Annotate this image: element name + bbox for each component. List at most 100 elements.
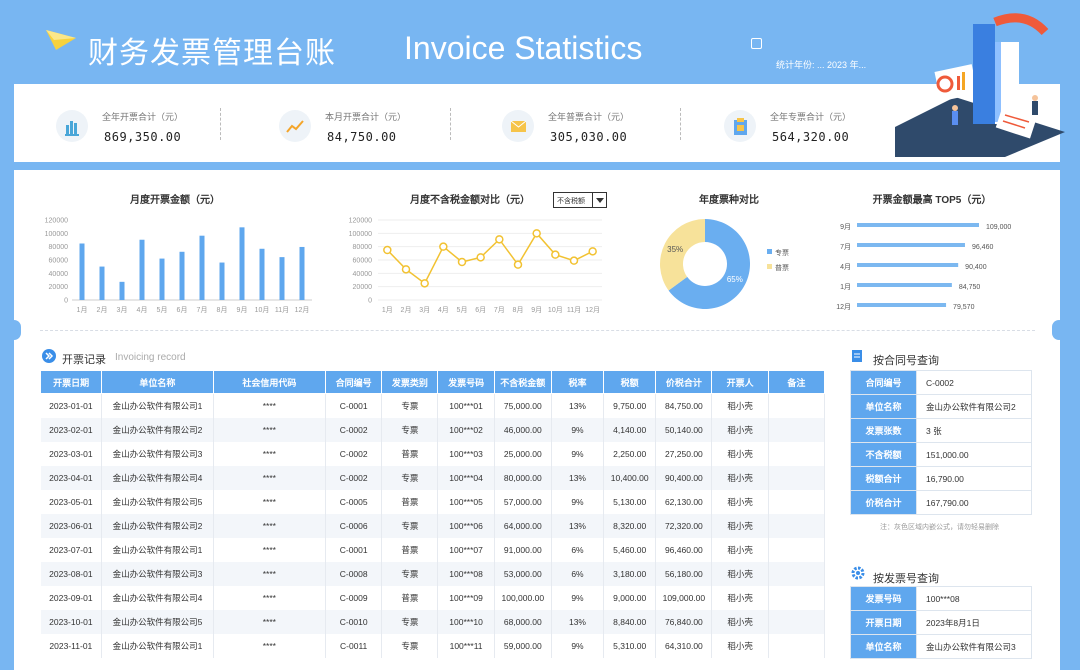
section-divider (40, 330, 1035, 331)
table-cell: 普票 (381, 585, 439, 610)
table-cell: 64,310.00 (655, 633, 713, 658)
table-cell: 100***04 (437, 465, 495, 490)
year-selector[interactable]: 统计年份: ... 2023 年... (776, 60, 867, 70)
column-header[interactable]: 合同编号 (325, 370, 383, 394)
table-cell (768, 561, 826, 586)
calendar-icon (751, 38, 762, 49)
query-row: 不含税额 151,000.00 (850, 442, 1032, 467)
table-cell: 专票 (381, 417, 439, 442)
column-header[interactable]: 发票号码 (437, 370, 495, 394)
panel-notch-left (7, 320, 21, 340)
table-cell: 91,000.00 (494, 537, 552, 562)
column-header[interactable]: 不含税金额 (493, 370, 552, 394)
x-tick-label: 7月 (494, 306, 505, 314)
query-row: 合同编号 C-0002 (850, 370, 1032, 395)
bar (857, 303, 947, 307)
table-cell: 5,130.00 (603, 489, 657, 514)
query-row: 发票号码 100***08 (850, 586, 1032, 611)
table-cell: 76,840.00 (655, 609, 713, 634)
x-tick-label: 2月 (401, 306, 412, 314)
table-cell: **** (213, 393, 327, 418)
table-cell: 100***03 (437, 441, 495, 466)
column-header[interactable]: 备注 (767, 370, 826, 394)
query-row: 开票日期 2023年8月1日 (850, 610, 1032, 635)
panel-notch-right (1052, 320, 1066, 340)
query-value[interactable]: 100***08 (916, 586, 1032, 611)
data-point (457, 257, 467, 267)
query-value: 金山办公软件有限公司3 (916, 634, 1032, 659)
page-title-cn: 财务发票管理台账 (88, 36, 336, 71)
table-cell: 专票 (381, 465, 439, 490)
column-header[interactable]: 开票人 (711, 370, 769, 394)
table-cell: 9,750.00 (603, 393, 657, 418)
stat-label: 全年开票合计（元） (102, 112, 184, 122)
document-icon (852, 350, 862, 362)
contract-query-title: 按合同号查询 (873, 355, 939, 367)
table-row[interactable]: 2023-11-01 金山办公软件有限公司1 **** C-0011 专票 100***1… (40, 633, 826, 658)
data-point (476, 253, 485, 262)
table-cell: C-0001 (325, 393, 383, 418)
stat-card: 全年普票合计（元） 305,030.00 (460, 84, 680, 162)
table-cell: 13% (551, 513, 605, 538)
table-cell: 2023-03-01 (40, 441, 103, 466)
table-cell: 62,130.00 (655, 489, 713, 514)
data-point (439, 242, 448, 251)
table-row[interactable]: 2023-06-01 金山办公软件有限公司2 **** C-0006 专票 100***0… (40, 513, 826, 538)
x-tick-label: 10月 (548, 306, 563, 314)
metric-dropdown[interactable]: 不含税额 (553, 192, 607, 208)
table-cell: 100***01 (437, 393, 495, 418)
x-tick-label: 2月 (97, 306, 108, 314)
monthly-invoice-bar-chart: 月度开票金额（元） 120000 100000 80000 60000 40000 2000… (45, 193, 312, 314)
column-header[interactable]: 社会信用代码 (212, 370, 327, 394)
table-cell: C-0010 (325, 609, 383, 634)
table-cell: 专票 (381, 561, 439, 586)
table-cell: 金山办公软件有限公司1 (101, 393, 214, 418)
table-cell: 金山办公软件有限公司5 (101, 609, 214, 634)
table-cell: 2023-01-01 (40, 393, 103, 418)
table-cell: **** (213, 417, 327, 442)
table-cell: 稻小壳 (711, 561, 769, 586)
table-cell: 金山办公软件有限公司5 (101, 489, 214, 514)
paper-plane-icon (46, 30, 76, 50)
query-key: 开票日期 (850, 610, 917, 635)
table-cell: 57,000.00 (494, 489, 552, 514)
stat-card: 本月开票合计（元） 84,750.00 (237, 84, 457, 162)
column-header[interactable]: 发票类别 (381, 370, 439, 394)
table-cell (768, 609, 826, 634)
table-row[interactable]: 2023-10-01 金山办公软件有限公司5 **** C-0010 专票 100***1… (40, 609, 826, 634)
table-row[interactable]: 2023-07-01 金山办公软件有限公司1 **** C-0001 普票 100***0… (40, 537, 826, 562)
column-header[interactable]: 价税合计 (655, 370, 713, 394)
chevron-down-icon (592, 193, 606, 207)
query-row: 单位名称 金山办公软件有限公司2 (850, 394, 1032, 419)
query-value: 2023年8月1日 (916, 610, 1032, 635)
query-value[interactable]: C-0002 (916, 370, 1032, 395)
table-row[interactable]: 2023-08-01 金山办公软件有限公司3 **** C-0008 专票 100***0… (40, 561, 826, 586)
table-cell: 金山办公软件有限公司2 (101, 513, 214, 538)
x-tick-label: 11月 (275, 306, 289, 314)
x-tick-label: 8月 (217, 306, 228, 314)
table-row[interactable]: 2023-09-01 金山办公软件有限公司4 **** C-0009 普票 100***0… (40, 585, 826, 610)
column-header[interactable]: 单位名称 (101, 370, 214, 394)
table-cell: 普票 (381, 489, 439, 514)
column-header[interactable]: 开票日期 (39, 370, 103, 394)
y-tick-label: 0 (368, 298, 372, 305)
table-row[interactable]: 2023-03-01 金山办公软件有限公司3 **** C-0002 普票 100***0… (40, 441, 826, 466)
table-row[interactable]: 2023-04-01 金山办公软件有限公司4 **** C-0002 专票 100***0… (40, 465, 826, 490)
table-cell: 72,320.00 (655, 513, 713, 538)
invoice-records-table: 开票日期 单位名称 社会信用代码 合同编号 发票类别 发票号码 不含税金额 税率 税额 价税合计开… (39, 370, 826, 658)
table-row[interactable]: 2023-05-01 金山办公软件有限公司5 **** C-0005 普票 100***0… (40, 489, 826, 514)
table-cell: 专票 (381, 393, 439, 418)
table-cell: 金山办公软件有限公司3 (101, 441, 214, 466)
query-row: 单位名称 金山办公软件有限公司3 (850, 634, 1032, 659)
table-row[interactable]: 2023-01-01 金山办公软件有限公司1 **** C-0001 专票 100***0… (40, 393, 826, 418)
table-cell: 2023-06-01 (40, 513, 103, 538)
data-point (532, 229, 541, 238)
invoice-query-title: 按发票号查询 (873, 573, 939, 585)
bar (99, 266, 105, 300)
column-header[interactable]: 税额 (603, 370, 657, 394)
table-cell: 100***05 (437, 489, 495, 514)
table-row[interactable]: 2023-02-01 金山办公软件有限公司2 **** C-0002 专票 100***0… (40, 417, 826, 442)
legend-swatch (767, 264, 772, 269)
column-header[interactable]: 税率 (550, 370, 605, 394)
summary-bar: 全年开票合计（元） 869,350.00 本月开票合计（元） 84,750.00… (14, 84, 1060, 162)
